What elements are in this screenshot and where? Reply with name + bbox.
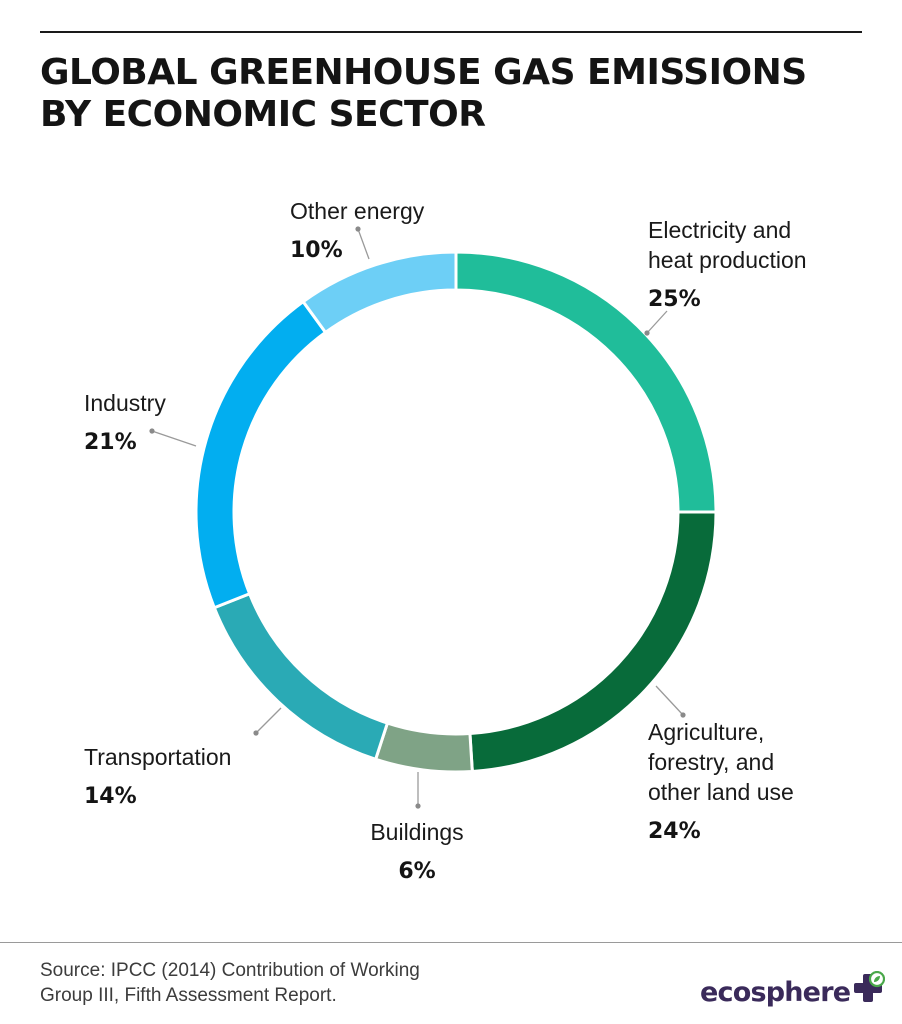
slice-buildings	[373, 721, 474, 774]
leader-line-industry	[151, 430, 197, 447]
label-other-energy-line-1: Other energy	[290, 198, 425, 224]
slice-transportation	[212, 591, 390, 762]
leader-dot-industry	[149, 428, 155, 434]
label-electricity-line-1: Electricity and	[648, 217, 791, 243]
leader-dot-electricity	[644, 330, 650, 336]
plus-leaf-icon	[854, 971, 886, 1002]
source-line-1: Source: IPCC (2014) Contribution of Work…	[40, 960, 420, 981]
value-label-other-energy: 10%	[290, 238, 343, 263]
chart-title: GLOBAL GREENHOUSE GAS EMISSIONS BY ECONO…	[40, 52, 860, 136]
value-label-industry: 21%	[84, 430, 137, 455]
top-rule	[40, 31, 862, 33]
label-agriculture-line-1: Agriculture,	[648, 719, 764, 745]
leader-dot-other-energy	[355, 226, 361, 232]
leader-dot-buildings	[415, 803, 421, 809]
leader-line-agriculture	[655, 685, 684, 716]
slice-labels: Electricity and heat production 25% Agricul…	[84, 198, 807, 884]
bottom-rule	[0, 942, 902, 943]
donut-chart: Electricity and heat production 25% Agricul…	[84, 198, 807, 884]
leader-line-other-energy	[357, 228, 370, 260]
label-transportation-line-1: Transportation	[84, 744, 231, 770]
slice-other-energy	[301, 250, 458, 335]
label-agriculture-line-3: other land use	[648, 779, 794, 805]
label-electricity-line-2: heat production	[648, 247, 807, 273]
leader-dot-agriculture	[680, 712, 686, 718]
ecosphere-logo: ecosphere	[700, 971, 886, 1012]
source-line-2: Group III, Fifth Assessment Report.	[40, 985, 337, 1006]
leader-lines	[149, 226, 686, 809]
value-label-agriculture: 24%	[648, 819, 701, 844]
value-label-electricity: 25%	[648, 287, 701, 312]
title-line-1: GLOBAL GREENHOUSE GAS EMISSIONS	[40, 52, 807, 93]
leader-line-electricity	[646, 310, 668, 334]
slice-industry	[194, 299, 328, 610]
value-label-buildings: 6%	[398, 859, 435, 884]
source-note: Source: IPCC (2014) Contribution of Work…	[40, 958, 560, 1008]
title-line-2: BY ECONOMIC SECTOR	[40, 94, 486, 135]
leader-dot-transportation	[253, 730, 259, 736]
value-label-transportation: 14%	[84, 784, 137, 809]
leader-line-transportation	[255, 707, 282, 734]
donut-slices	[194, 250, 718, 774]
label-industry-line-1: Industry	[84, 390, 166, 416]
label-agriculture-line-2: forestry, and	[648, 749, 774, 775]
label-buildings-line-1: Buildings	[370, 819, 463, 845]
logo-wordmark: ecosphere	[700, 976, 851, 1008]
